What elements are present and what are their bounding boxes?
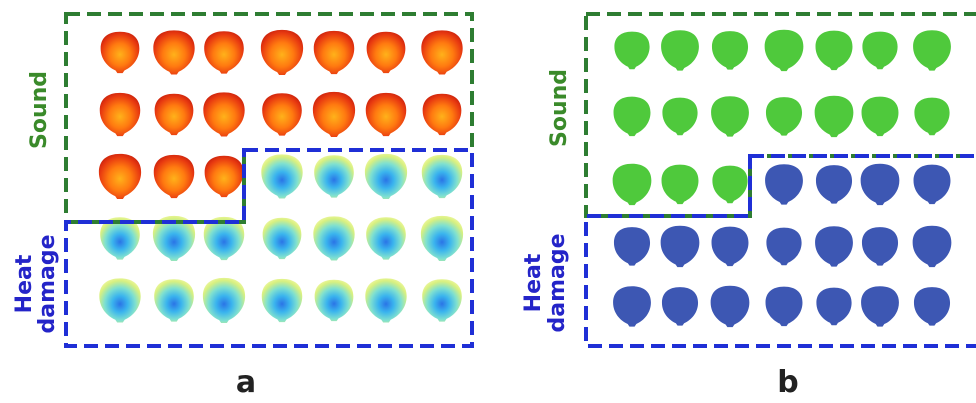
kernel-sound-r1c7 bbox=[421, 30, 463, 75]
kernel-sound-r1c3 bbox=[711, 31, 749, 70]
kernel-sound-r3c1 bbox=[98, 153, 142, 200]
kernel-heat-r5c1 bbox=[99, 278, 141, 323]
kernel-heat-r4c6 bbox=[366, 217, 406, 260]
sound-label-a: Sound bbox=[27, 71, 52, 149]
kernel-sound-r1c2 bbox=[153, 30, 195, 75]
kernel-heat-r3c7 bbox=[421, 154, 463, 199]
kernel-sound-r3c1 bbox=[612, 163, 652, 206]
kernel-sound-r2c6 bbox=[861, 96, 899, 137]
kernel-sound-r3c3 bbox=[712, 165, 748, 204]
kernel-heat-r5c4 bbox=[261, 278, 303, 323]
kernel-sound-r2c5 bbox=[312, 91, 356, 138]
kernel-heat-r4c3 bbox=[711, 226, 749, 267]
kernel-heat-r5c7 bbox=[913, 287, 951, 326]
kernel-heat-r5c4 bbox=[765, 286, 803, 327]
kernel-heat-r3c5 bbox=[815, 165, 853, 204]
kernel-sound-r2c1 bbox=[613, 96, 651, 137]
kernel-heat-r3c7 bbox=[913, 164, 951, 205]
kernel-sound-r2c7 bbox=[914, 97, 950, 136]
kernel-heat-r4c2 bbox=[660, 225, 700, 268]
kernel-heat-r5c7 bbox=[422, 279, 462, 322]
kernel-sound-r1c1 bbox=[614, 31, 650, 70]
kernel-sound-r2c1 bbox=[99, 92, 141, 137]
kernel-heat-r4c4 bbox=[262, 217, 302, 260]
kernel-heat-r5c5 bbox=[314, 279, 354, 322]
kernel-sound-r1c4 bbox=[764, 29, 804, 72]
kernel-heat-r5c3 bbox=[202, 277, 246, 324]
kernel-heat-r5c6 bbox=[861, 286, 899, 327]
kernel-sound-r1c5 bbox=[815, 30, 853, 71]
kernel-heat-r4c4 bbox=[766, 227, 802, 266]
kernel-heat-r4c7 bbox=[912, 225, 952, 268]
kernel-heat-r5c3 bbox=[710, 285, 750, 328]
kernel-sound-r2c2 bbox=[662, 97, 698, 136]
kernel-sound-r3c3 bbox=[204, 155, 244, 198]
kernel-sound-r2c5 bbox=[814, 95, 854, 138]
kernel-heat-r4c1 bbox=[613, 227, 651, 266]
heat-label-a-line1: Heat bbox=[12, 254, 37, 313]
kernel-sound-r2c3 bbox=[203, 92, 245, 137]
kernel-sound-r2c4 bbox=[262, 93, 302, 136]
kernel-heat-r5c1 bbox=[613, 286, 651, 327]
kernel-heat-r3c5 bbox=[314, 155, 354, 198]
kernel-heat-r3c4 bbox=[261, 154, 303, 199]
kernel-sound-r1c7 bbox=[913, 30, 951, 71]
kernels-b bbox=[612, 29, 952, 328]
kernel-sound-r1c1 bbox=[100, 31, 140, 74]
kernel-sound-r1c6 bbox=[366, 31, 406, 74]
panel-b: Sound Heat damage b bbox=[521, 12, 976, 400]
kernel-heat-r4c5 bbox=[313, 216, 355, 261]
kernel-sound-r3c2 bbox=[153, 154, 195, 199]
kernel-sound-r2c7 bbox=[422, 93, 462, 136]
kernel-heat-r5c2 bbox=[154, 279, 194, 322]
kernel-heat-r5c5 bbox=[816, 287, 852, 326]
panel-a: Sound Heat damage a bbox=[12, 12, 474, 400]
panel-label-b: b bbox=[777, 365, 798, 400]
kernel-heat-r3c6 bbox=[860, 163, 900, 206]
kernel-heat-r4c5 bbox=[815, 226, 853, 267]
kernel-sound-r1c3 bbox=[204, 31, 244, 74]
heat-label-a-line2: damage bbox=[35, 234, 60, 333]
kernel-sound-r3c2 bbox=[661, 164, 699, 205]
kernel-heat-r3c4 bbox=[765, 164, 803, 205]
kernel-heat-r5c6 bbox=[365, 278, 407, 323]
heat-label-b-line2: damage bbox=[545, 233, 570, 332]
panel-label-a: a bbox=[236, 365, 256, 400]
kernel-sound-r1c4 bbox=[260, 29, 304, 76]
kernel-sound-r2c2 bbox=[154, 93, 194, 136]
kernel-sound-r2c3 bbox=[711, 96, 749, 137]
heat-region-border-a bbox=[64, 148, 474, 348]
kernel-heat-r4c6 bbox=[861, 227, 899, 266]
kernel-sound-r1c6 bbox=[862, 31, 898, 70]
heat-label-b-line1: Heat bbox=[521, 253, 546, 312]
kernel-sound-r2c4 bbox=[765, 97, 803, 136]
kernel-heat-r3c6 bbox=[364, 153, 408, 200]
kernel-heat-r4c7 bbox=[420, 215, 464, 262]
kernel-sound-r1c2 bbox=[661, 30, 699, 71]
kernel-sound-r2c6 bbox=[365, 92, 407, 137]
kernel-sound-r1c5 bbox=[313, 30, 355, 75]
sound-label-b: Sound bbox=[547, 69, 572, 147]
kernels-a bbox=[98, 29, 464, 324]
kernel-heat-r5c2 bbox=[661, 287, 699, 326]
